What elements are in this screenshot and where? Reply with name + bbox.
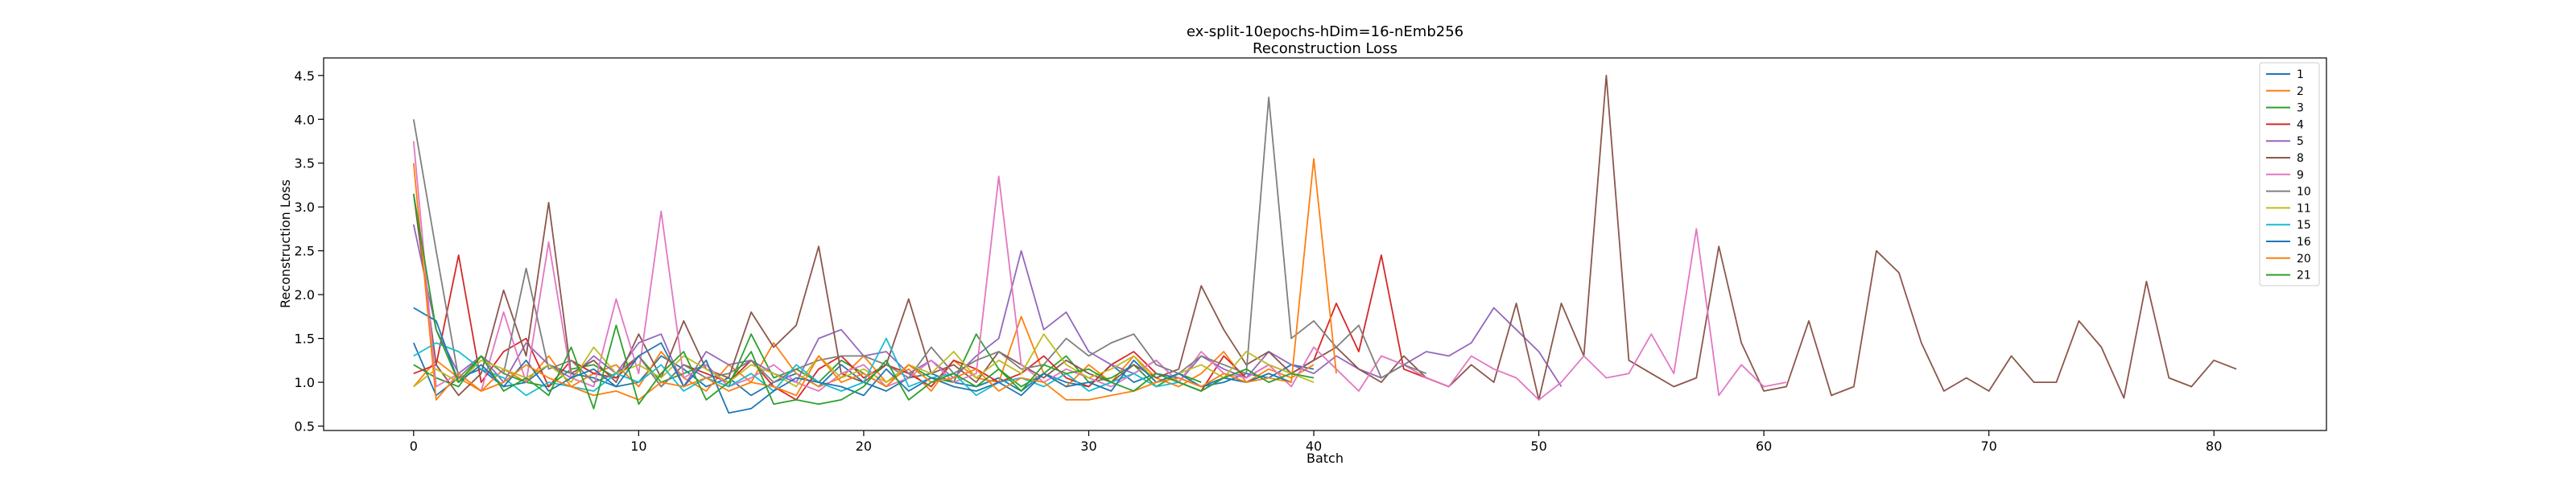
series-lines (412, 74, 2237, 414)
x-tick-label: 60 (1756, 439, 1772, 454)
y-tick-label: 2.0 (295, 287, 315, 303)
legend-label-20: 20 (2297, 253, 2311, 266)
y-tick-label: 2.5 (295, 244, 315, 259)
series-line-20 (412, 158, 1337, 401)
legend: 1 2 3 4 5 8 9 10 11 15 16 20 21 (2259, 62, 2320, 286)
x-tick-label: 20 (856, 439, 872, 454)
legend-label-1: 1 (2297, 68, 2304, 81)
chart-subtitle: Reconstruction Loss (1253, 40, 1397, 57)
y-tick-label: 1.0 (295, 375, 315, 390)
legend-label-15: 15 (2297, 219, 2311, 232)
plot-area (323, 57, 2327, 431)
legend-label-3: 3 (2297, 102, 2304, 115)
y-tick-label: 0.5 (295, 419, 315, 435)
series-line-10 (412, 97, 1427, 388)
series-line-21 (412, 193, 1315, 410)
series-line-9 (412, 141, 1787, 401)
series-line-2 (413, 315, 1315, 392)
legend-label-10: 10 (2297, 186, 2311, 199)
legend-label-8: 8 (2297, 152, 2304, 165)
legend-items: 1 2 3 4 5 8 9 10 11 15 16 20 21 (2266, 68, 2311, 282)
series-line-11 (413, 333, 1315, 388)
chart-title: ex-split-10epochs-hDim=16-nEmb256 (1187, 23, 1463, 40)
legend-label-2: 2 (2297, 85, 2304, 98)
x-tick-label: 70 (1980, 439, 1996, 454)
legend-label-21: 21 (2297, 270, 2311, 282)
y-tick-label: 3.0 (295, 200, 315, 215)
series-line-16 (413, 307, 1292, 414)
legend-label-11: 11 (2297, 202, 2311, 215)
x-axis: 0 10 20 30 40 50 60 70 80 (410, 430, 2222, 454)
y-tick-label: 4.5 (295, 68, 315, 84)
legend-label-4: 4 (2297, 118, 2304, 131)
legend-label-5: 5 (2297, 135, 2304, 148)
series-line-8 (412, 74, 2237, 401)
y-axis: 0.5 1.0 1.5 2.0 2.5 3.0 3.5 4.0 4.5 (295, 68, 324, 435)
x-tick-label: 40 (1306, 439, 1322, 454)
x-tick-label: 30 (1080, 439, 1096, 454)
y-tick-label: 1.5 (295, 332, 315, 347)
legend-label-9: 9 (2297, 169, 2304, 182)
y-tick-label: 3.5 (295, 156, 315, 171)
x-tick-label: 10 (630, 439, 646, 454)
x-axis-label: Batch (1307, 451, 1344, 466)
x-tick-label: 0 (410, 439, 418, 454)
x-tick-label: 50 (1530, 439, 1546, 454)
x-tick-label: 80 (2206, 439, 2222, 454)
y-axis-label: Reconstruction Loss (278, 179, 293, 308)
y-tick-label: 4.0 (295, 112, 315, 127)
series-line-5 (412, 224, 1563, 388)
legend-label-16: 16 (2297, 236, 2311, 249)
